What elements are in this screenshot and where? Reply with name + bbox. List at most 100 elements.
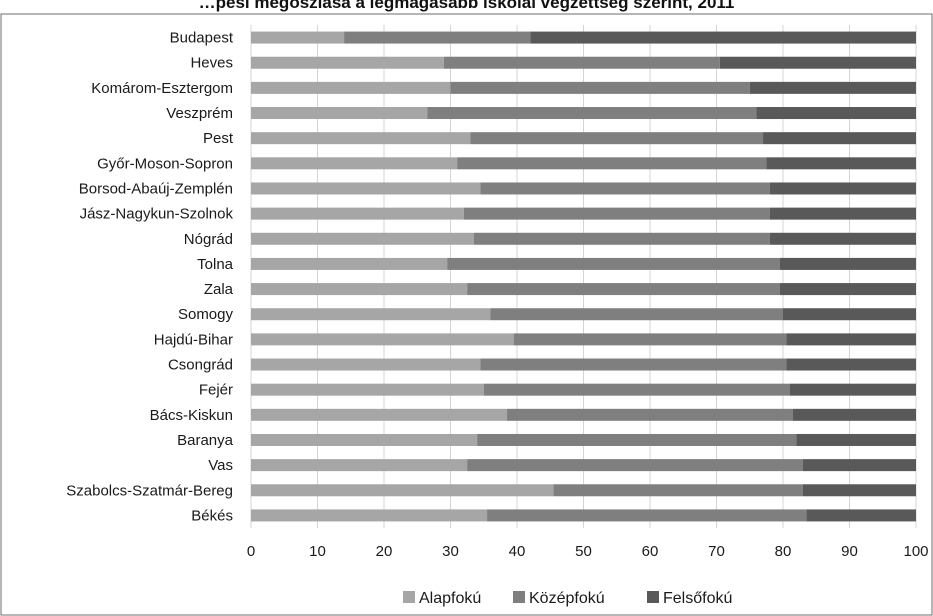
x-tick-label: 100 (903, 543, 928, 560)
bar-segment (786, 358, 916, 371)
bar-segment (530, 31, 916, 44)
bar-segment (779, 283, 916, 296)
bar-segment (789, 383, 916, 396)
category-label: Csongrád (168, 357, 233, 374)
bar-segment (779, 257, 916, 270)
bar-segment (792, 408, 916, 421)
category-label: Komárom-Esztergom (91, 80, 233, 97)
bar-segment (480, 358, 787, 371)
bar-segment (251, 257, 448, 270)
bar-segment (769, 207, 916, 220)
category-labels: Budapest Heves Komárom-Esztergom Veszprém Pe… (66, 30, 234, 525)
bar-segment (796, 433, 916, 446)
bar-segment (473, 232, 770, 245)
bars (251, 31, 916, 522)
category-label: Tolna (197, 256, 234, 273)
bar-segment (467, 283, 780, 296)
bar-segment (251, 107, 428, 120)
bar-segment (763, 132, 916, 145)
category-label: Budapest (170, 30, 234, 47)
bar-segment (251, 207, 464, 220)
bar-segment (427, 107, 757, 120)
category-label: Borsod-Abaúj-Zemplén (79, 180, 233, 197)
bar-segment (251, 232, 474, 245)
legend-swatch (403, 591, 415, 603)
category-label: Somogy (178, 306, 234, 323)
category-label: Fejér (199, 382, 233, 399)
category-label: Bács-Kiskun (150, 407, 233, 424)
bar-segment (507, 408, 793, 421)
category-label: Baranya (177, 432, 234, 449)
bar-segment (802, 459, 916, 472)
bar-segment (553, 484, 803, 497)
bar-segment (251, 484, 554, 497)
legend-swatch (513, 591, 525, 603)
x-tick-label: 30 (442, 543, 459, 560)
bar-segment (251, 408, 508, 421)
chart-border (0, 13, 933, 616)
bar-segment (450, 81, 750, 94)
x-tick-label: 20 (376, 543, 393, 560)
bar-segment (487, 509, 807, 522)
bar-segment (443, 56, 720, 69)
x-tick-label: 80 (775, 543, 792, 560)
bar-segment (769, 182, 916, 195)
legend-swatch (647, 591, 659, 603)
category-label: Jász-Nagykun-Szolnok (80, 206, 234, 223)
bar-segment (251, 81, 451, 94)
legend-label: Felsőfokú (663, 590, 732, 607)
bar-segment (251, 459, 468, 472)
category-label: Zala (204, 281, 234, 298)
category-label: Nógrád (184, 231, 233, 248)
bar-segment (463, 207, 770, 220)
bar-segment (480, 182, 770, 195)
chart-title: …pesi megoszlása a legmagasabb iskolai v… (198, 0, 735, 12)
bar-segment (251, 308, 491, 321)
bar-segment (251, 157, 458, 170)
bar-segment (749, 81, 916, 94)
bar-segment (513, 333, 787, 346)
bar-segment (251, 283, 468, 296)
bar-segment (756, 107, 916, 120)
bar-segment (477, 433, 797, 446)
bar-segment (769, 232, 916, 245)
category-label: Győr-Moson-Sopron (97, 155, 233, 172)
bar-segment (251, 182, 481, 195)
bar-segment (783, 308, 916, 321)
bar-segment (467, 459, 803, 472)
x-tick-label: 40 (509, 543, 526, 560)
x-tick-label: 90 (841, 543, 858, 560)
bar-segment (447, 257, 780, 270)
category-label: Békés (191, 507, 233, 524)
x-tick-label: 10 (309, 543, 326, 560)
category-label: Hajdú-Bihar (154, 331, 233, 348)
bar-segment (457, 157, 767, 170)
category-label: Vas (208, 457, 233, 474)
bar-segment (470, 132, 764, 145)
category-label: Veszprém (166, 105, 233, 122)
bar-segment (251, 333, 514, 346)
x-tick-label: 60 (642, 543, 659, 560)
gridlines (250, 25, 917, 528)
bar-segment (490, 308, 783, 321)
category-label: Pest (203, 130, 234, 147)
bar-segment (483, 383, 790, 396)
bar-segment (251, 31, 345, 44)
bar-segment (251, 509, 488, 522)
x-tick-labels: 0 10 20 30 40 50 60 70 80 90 100 (247, 543, 929, 560)
bar-segment (251, 358, 481, 371)
x-tick-label: 0 (247, 543, 255, 560)
bar-segment (251, 132, 471, 145)
bar-segment (802, 484, 916, 497)
category-label: Szabolcs-Szatmár-Bereg (66, 482, 233, 499)
bar-segment (766, 157, 916, 170)
x-tick-label: 70 (708, 543, 725, 560)
bar-segment (786, 333, 916, 346)
legend-label: Középfokú (529, 590, 605, 607)
x-tick-label: 50 (575, 543, 592, 560)
bar-segment (251, 56, 444, 69)
bar-segment (344, 31, 531, 44)
bar-segment (719, 56, 916, 69)
